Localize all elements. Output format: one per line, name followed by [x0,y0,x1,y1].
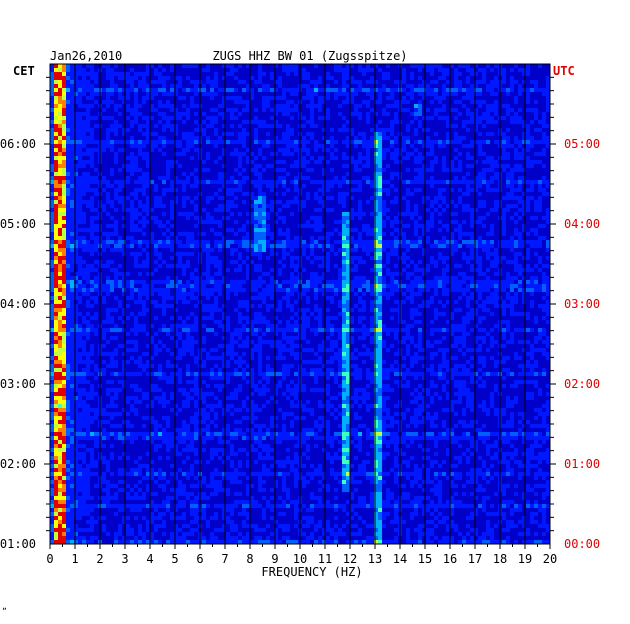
x-tick-label: 12 [343,552,357,566]
y-tick-label-cet: 02:00 [0,457,36,471]
x-tick-label: 1 [71,552,78,566]
x-tick-label: 16 [443,552,457,566]
x-tick-label: 13 [368,552,382,566]
footer-mark: ˮ [2,607,7,616]
y-tick-label-cet: 03:00 [0,377,36,391]
x-tick-label: 5 [171,552,178,566]
y-tick-label-cet: 05:00 [0,217,36,231]
y-tick-label-utc: 02:00 [564,377,600,391]
station-title: ZUGS HHZ BW 01 (Zugsspitze) [212,49,407,63]
date-label: Jan26,2010 [50,49,122,63]
x-tick-label: 18 [493,552,507,566]
y-tick-label-utc: 04:00 [564,217,600,231]
x-axis-title: FREQUENCY (HZ) [261,565,362,579]
x-tick-label: 2 [96,552,103,566]
x-tick-label: 6 [196,552,203,566]
y-tick-label-utc: 03:00 [564,297,600,311]
x-tick-label: 15 [418,552,432,566]
x-tick-label: 7 [221,552,228,566]
x-tick-label: 3 [121,552,128,566]
x-tick-label: 10 [293,552,307,566]
x-tick-label: 0 [46,552,53,566]
y-tick-label-utc: 01:00 [564,457,600,471]
cet-label: CET [13,64,35,78]
x-tick-label: 14 [393,552,407,566]
x-tick-label: 11 [318,552,332,566]
x-tick-label: 19 [518,552,532,566]
y-tick-label-utc: 00:00 [564,537,600,551]
y-tick-label-cet: 04:00 [0,297,36,311]
y-axis-cet: 01:00 02:00 03:00 04:00 05:00 06:00 [0,76,50,551]
grid-lines [74,64,526,544]
y-axis-utc: 00:00 01:00 02:00 03:00 04:00 05:00 [550,76,600,551]
x-axis: 0 1 2 3 4 5 6 7 8 9 10 11 12 13 14 15 16 17 18 19 20 [46,544,557,566]
x-tick-label: 20 [543,552,557,566]
y-tick-label-cet: 06:00 [0,137,36,151]
x-tick-label: 9 [271,552,278,566]
y-tick-label-cet: 01:00 [0,537,36,551]
y-tick-label-utc: 05:00 [564,137,600,151]
x-tick-label: 4 [146,552,153,566]
utc-label: UTC [553,64,575,78]
x-tick-label: 17 [468,552,482,566]
x-tick-label: 8 [246,552,253,566]
